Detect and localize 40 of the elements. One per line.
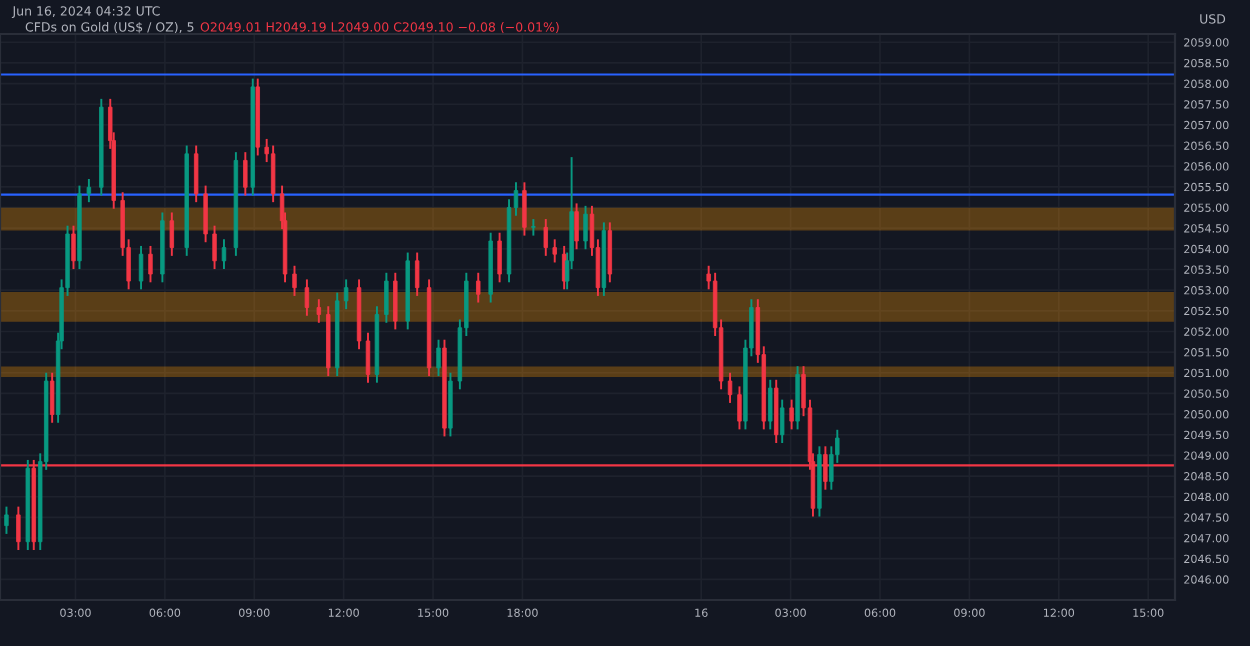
- candlestick: [779, 398, 785, 444]
- candlestick: [476, 271, 481, 304]
- candlestick: [49, 371, 55, 424]
- candlestick: [221, 238, 227, 271]
- candlestick: [270, 144, 276, 204]
- candlestick: [795, 365, 800, 431]
- candlestick: [393, 271, 398, 331]
- candlestick: [138, 244, 144, 291]
- candlestick: [737, 385, 742, 431]
- candlestick: [16, 505, 21, 551]
- candlestick: [583, 204, 588, 251]
- candlestick: [522, 181, 527, 237]
- candlestick: [292, 264, 297, 297]
- candlestick: [574, 202, 579, 251]
- candlestick: [384, 271, 389, 324]
- candlestick: [768, 378, 773, 431]
- candlestick: [4, 505, 9, 535]
- candlestick: [316, 298, 322, 324]
- candlestick: [343, 278, 349, 311]
- candlestick: [365, 331, 371, 384]
- candlestick: [789, 398, 794, 431]
- candlestick: [71, 224, 76, 271]
- candlestick: [304, 278, 310, 317]
- candlestick: [243, 151, 248, 197]
- candlestick: [497, 231, 502, 284]
- candlestick: [414, 251, 420, 297]
- candlestick: [86, 178, 92, 204]
- candlestick: [193, 144, 199, 204]
- candlestick: [448, 371, 453, 438]
- candlestick: [531, 218, 536, 237]
- candlestick: [543, 218, 548, 257]
- candlestick: [774, 378, 779, 444]
- candlestick: [607, 221, 613, 284]
- candlestick: [436, 338, 441, 378]
- candlestick: [203, 184, 208, 244]
- candlestick: [169, 211, 175, 257]
- candlestick: [552, 238, 557, 264]
- candlestick: [148, 244, 153, 284]
- candlestick: [727, 371, 733, 404]
- candlestick: [212, 224, 217, 271]
